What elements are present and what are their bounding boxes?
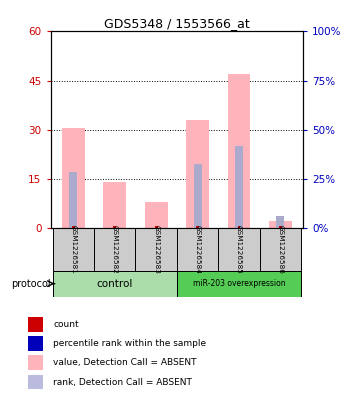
Text: rank, Detection Call = ABSENT: rank, Detection Call = ABSENT: [53, 378, 192, 387]
Bar: [269, 221, 292, 228]
Text: GSM1226581: GSM1226581: [70, 225, 76, 274]
Bar: [155, 226, 157, 228]
Bar: [94, 228, 135, 270]
Bar: [279, 226, 282, 228]
Bar: [193, 164, 201, 228]
Bar: [103, 182, 126, 228]
Bar: [53, 228, 94, 270]
Title: GDS5348 / 1553566_at: GDS5348 / 1553566_at: [104, 17, 250, 30]
Text: GSM1226586: GSM1226586: [278, 225, 283, 274]
Bar: [28, 317, 43, 332]
Text: GSM1226583: GSM1226583: [153, 225, 159, 274]
Bar: [218, 228, 260, 270]
Text: protocol: protocol: [11, 279, 51, 288]
Bar: [238, 226, 240, 228]
Text: count: count: [53, 320, 79, 329]
Bar: [135, 228, 177, 270]
Text: percentile rank within the sample: percentile rank within the sample: [53, 339, 206, 348]
Bar: [145, 202, 168, 228]
Text: GSM1226585: GSM1226585: [236, 225, 242, 274]
Bar: [28, 375, 43, 390]
Bar: [28, 336, 43, 351]
Bar: [69, 172, 77, 228]
Bar: [62, 128, 85, 228]
Bar: [260, 228, 301, 270]
Bar: [72, 226, 75, 228]
Text: GSM1226582: GSM1226582: [112, 225, 118, 274]
Bar: [177, 270, 301, 297]
Bar: [196, 226, 199, 228]
Bar: [235, 146, 243, 228]
Text: miR-203 overexpression: miR-203 overexpression: [193, 279, 285, 288]
Bar: [186, 120, 209, 228]
Bar: [277, 217, 284, 228]
Bar: [228, 74, 251, 228]
Text: GSM1226584: GSM1226584: [195, 225, 201, 274]
Bar: [113, 226, 116, 228]
Text: value, Detection Call = ABSENT: value, Detection Call = ABSENT: [53, 358, 197, 367]
Bar: [177, 228, 218, 270]
Text: control: control: [96, 279, 133, 288]
Bar: [53, 270, 177, 297]
Bar: [28, 355, 43, 370]
